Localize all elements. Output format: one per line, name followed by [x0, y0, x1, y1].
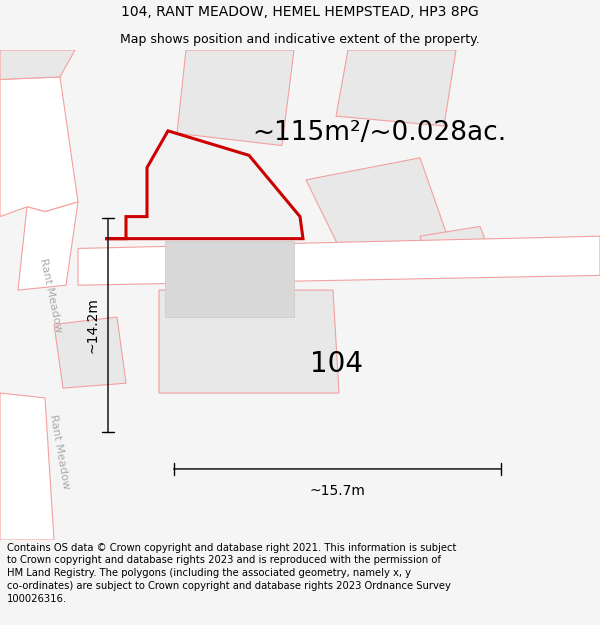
Polygon shape: [0, 50, 75, 79]
Text: 104, RANT MEADOW, HEMEL HEMPSTEAD, HP3 8PG: 104, RANT MEADOW, HEMEL HEMPSTEAD, HP3 8…: [121, 6, 479, 19]
Polygon shape: [159, 290, 339, 393]
Polygon shape: [420, 226, 498, 276]
Polygon shape: [18, 202, 78, 290]
Polygon shape: [165, 241, 294, 317]
Polygon shape: [177, 50, 294, 146]
Text: 104: 104: [310, 349, 362, 378]
Polygon shape: [306, 158, 456, 266]
Text: Map shows position and indicative extent of the property.: Map shows position and indicative extent…: [120, 32, 480, 46]
Polygon shape: [54, 317, 126, 388]
Polygon shape: [336, 50, 456, 126]
Text: ~115m²/~0.028ac.: ~115m²/~0.028ac.: [252, 120, 506, 146]
Text: Rant Meadow: Rant Meadow: [49, 414, 71, 490]
Polygon shape: [0, 77, 78, 217]
Text: Contains OS data © Crown copyright and database right 2021. This information is : Contains OS data © Crown copyright and d…: [7, 542, 457, 604]
Polygon shape: [105, 131, 303, 239]
Text: ~15.7m: ~15.7m: [310, 484, 365, 498]
Text: ~14.2m: ~14.2m: [86, 298, 100, 353]
Polygon shape: [78, 236, 600, 285]
Text: Rant Meadow: Rant Meadow: [38, 257, 64, 333]
Polygon shape: [0, 393, 54, 540]
